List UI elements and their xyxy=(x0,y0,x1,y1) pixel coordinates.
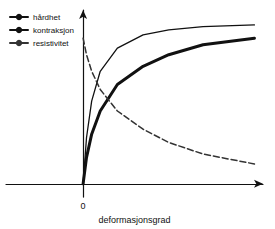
svg-text:kontraksjon: kontraksjon xyxy=(33,26,74,35)
svg-text:hårdhet: hårdhet xyxy=(33,13,61,22)
svg-text:0: 0 xyxy=(81,201,86,211)
svg-text:deformasjonsgrad: deformasjonsgrad xyxy=(98,215,170,225)
svg-text:resistivitet: resistivitet xyxy=(33,39,69,48)
